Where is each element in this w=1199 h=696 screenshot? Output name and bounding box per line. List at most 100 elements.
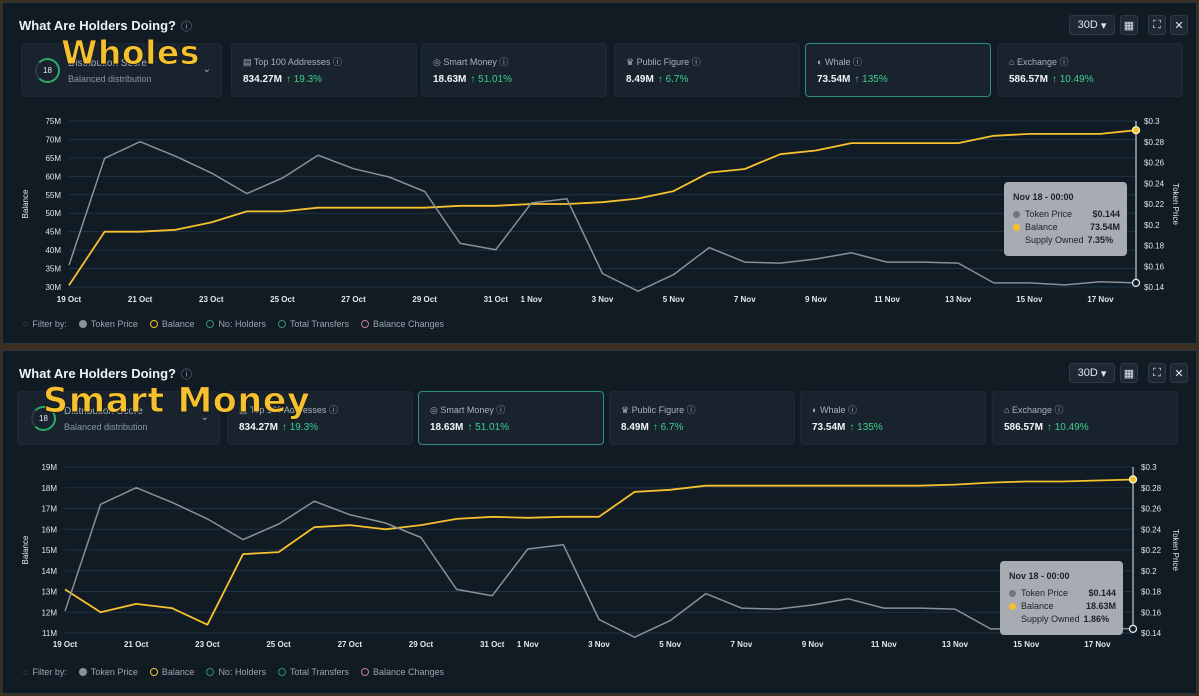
holders-panel-smart-money: What Are Holders Doing? ⓘ 30D ▾ ▦ ⛶ ✕ 18 … [2, 350, 1197, 694]
tooltip-supply-value: 7.35% [1087, 235, 1114, 245]
legend-item-no-holders[interactable]: No: Holders [206, 319, 266, 329]
y2-tick-label: $0.28 [1144, 138, 1165, 147]
holder-card-top-100-addresses[interactable]: table-icon▤ Top 100 Addresses ⓘ 834.27M↑ … [227, 391, 413, 445]
y2-axis-title: Token Price [1171, 183, 1180, 225]
fullscreen-button[interactable]: ⛶ [1148, 15, 1166, 35]
legend-item-balance[interactable]: Balance [149, 319, 194, 329]
info-icon[interactable]: ⓘ [180, 369, 192, 381]
y2-tick-label: $0.2 [1141, 567, 1157, 576]
y2-tick-label: $0.26 [1141, 505, 1162, 514]
card-icon: ⌂ [1004, 405, 1010, 415]
range-dropdown[interactable]: 30D ▾ [1069, 15, 1115, 35]
range-dropdown[interactable]: 30D ▾ [1069, 363, 1115, 383]
legend-item-token-price[interactable]: Token Price [78, 319, 138, 329]
x-tick-label: 27 Oct [341, 295, 366, 304]
card-change: ↑ 51.01% [470, 74, 513, 85]
legend-marker [361, 668, 369, 676]
legend-marker [361, 320, 369, 328]
holder-card-exchange[interactable]: bank-icon⌂ Exchange ⓘ 586.57M↑ 10.49% [992, 391, 1178, 445]
chevron-down-icon: ▾ [1100, 367, 1107, 380]
calendar-button[interactable]: ▦ [1120, 363, 1138, 383]
distribution-score-dropdown[interactable]: 18 Distribution Score Balanced distribut… [21, 43, 222, 97]
balance-dot [1013, 224, 1020, 231]
close-button[interactable]: ✕ [1170, 363, 1188, 383]
holder-card-exchange[interactable]: bank-icon⌂ Exchange ⓘ 586.57M↑ 10.49% [997, 43, 1183, 97]
legend-item-total-transfers[interactable]: Total Transfers [277, 319, 349, 329]
info-icon[interactable]: ⓘ [328, 405, 338, 415]
card-icon: ▤ [243, 57, 252, 67]
legend-marker [149, 668, 158, 676]
x-tick-label: 23 Oct [195, 640, 220, 649]
series-line-token-price [68, 140, 1137, 292]
info-icon[interactable]: ⓘ [691, 57, 701, 67]
y2-tick-label: $0.14 [1141, 629, 1162, 638]
x-tick-label: 25 Oct [270, 295, 295, 304]
legend-item-total-transfers[interactable]: Total Transfers [277, 667, 349, 677]
card-label: table-icon▤ Top 100 Addresses ⓘ [239, 405, 338, 415]
y2-tick-label: $0.16 [1141, 608, 1162, 617]
card-icon: ♛ [621, 405, 630, 415]
x-tick-label: 5 Nov [663, 295, 685, 304]
legend-item-token-price[interactable]: Token Price [78, 667, 138, 677]
y-tick-label: 45M [45, 228, 61, 237]
close-icon: ✕ [1174, 19, 1184, 32]
close-icon: ✕ [1174, 367, 1184, 380]
x-tick-label: 15 Nov [1013, 640, 1040, 649]
info-icon[interactable]: ⓘ [847, 405, 857, 415]
info-icon[interactable]: ⓘ [852, 57, 862, 67]
y-tick-label: 70M [45, 135, 61, 144]
x-tick-label: 29 Oct [412, 295, 437, 304]
x-tick-label: 13 Nov [945, 295, 972, 304]
legend-item-balance[interactable]: Balance [149, 667, 194, 677]
info-icon[interactable]: ⓘ [180, 21, 192, 33]
x-tick-label: 9 Nov [805, 295, 827, 304]
card-value: 834.27M ↑ 19.3% [243, 74, 323, 85]
x-tick-label: 31 Oct [480, 640, 505, 649]
card-value: 73.54M ↑ 135% [817, 74, 888, 85]
chart-tooltip: Nov 18 - 00:00 Token Price $0.144 Balance… [1000, 561, 1123, 635]
x-tick-label: 17 Nov [1087, 295, 1114, 304]
holder-card-whale[interactable]: whale-icon◐ Whale ⓘ 73.54M↑ 135% [805, 43, 991, 97]
card-change: ↑ 135% [849, 422, 883, 433]
info-icon[interactable]: ⓘ [332, 57, 342, 67]
legend-item-balance-changes[interactable]: Balance Changes [361, 667, 444, 677]
x-tick-label: 13 Nov [942, 640, 969, 649]
y2-tick-label: $0.14 [1144, 283, 1165, 292]
legend-item-no-holders[interactable]: No: Holders [206, 667, 266, 677]
card-value: 586.57M ↑ 10.49% [1004, 422, 1089, 433]
card-label: trophy-icon♛ Public Figure ⓘ [621, 405, 696, 415]
series-line-balance [68, 129, 1137, 286]
card-icon: ◐ [817, 57, 823, 67]
holder-card-top-100-addresses[interactable]: table-icon▤ Top 100 Addresses ⓘ 834.27M↑ … [231, 43, 417, 97]
calendar-button[interactable]: ▦ [1120, 15, 1138, 35]
holder-card-smart-money[interactable]: brain-icon◎ Smart Money ⓘ 18.63M↑ 51.01% [421, 43, 607, 97]
y2-tick-label: $0.18 [1144, 242, 1165, 251]
info-icon[interactable]: ⓘ [686, 405, 696, 415]
chevron-down-icon: ⌄ [200, 412, 209, 423]
info-icon[interactable]: ⓘ [1059, 57, 1069, 67]
tooltip-balance-label: Balance [1021, 601, 1054, 611]
holder-card-whale[interactable]: whale-icon◐ Whale ⓘ 73.54M↑ 135% [800, 391, 986, 445]
legend-item-balance-changes[interactable]: Balance Changes [361, 319, 444, 329]
fullscreen-button[interactable]: ⛶ [1148, 363, 1166, 383]
info-icon[interactable]: ⓘ [499, 57, 509, 67]
y2-tick-label: $0.28 [1141, 484, 1162, 493]
y-tick-label: 16M [41, 525, 57, 534]
y-tick-label: 17M [41, 505, 57, 514]
distribution-score-dropdown[interactable]: 18 Distribution Score Balanced distribut… [17, 391, 220, 445]
tooltip-supply-label: Supply Owned [1025, 235, 1084, 245]
series-endpoint-balance [1131, 126, 1141, 135]
close-button[interactable]: ✕ [1170, 15, 1188, 35]
holders-chart: 30M 35M 40M 45M 50M 55M 60M 65M 70M 75M $0.14 $0.16… [21, 117, 1180, 304]
holder-card-smart-money[interactable]: brain-icon◎ Smart Money ⓘ 18.63M↑ 51.01% [418, 391, 604, 445]
tooltip-balance-value: 18.63M [1085, 601, 1116, 611]
card-value: 18.63M ↑ 51.01% [433, 74, 513, 85]
panel-title: What Are Holders Doing? ⓘ [19, 366, 192, 381]
info-icon[interactable]: ⓘ [496, 405, 506, 415]
holder-card-public-figure[interactable]: trophy-icon♛ Public Figure ⓘ 8.49M↑ 6.7% [609, 391, 795, 445]
panel-title: What Are Holders Doing? ⓘ [19, 18, 192, 33]
y-tick-label: 75M [45, 117, 61, 126]
info-icon[interactable]: ⓘ [1054, 405, 1064, 415]
card-change: ↑ 6.7% [657, 74, 689, 85]
holder-card-public-figure[interactable]: trophy-icon♛ Public Figure ⓘ 8.49M↑ 6.7% [614, 43, 800, 97]
